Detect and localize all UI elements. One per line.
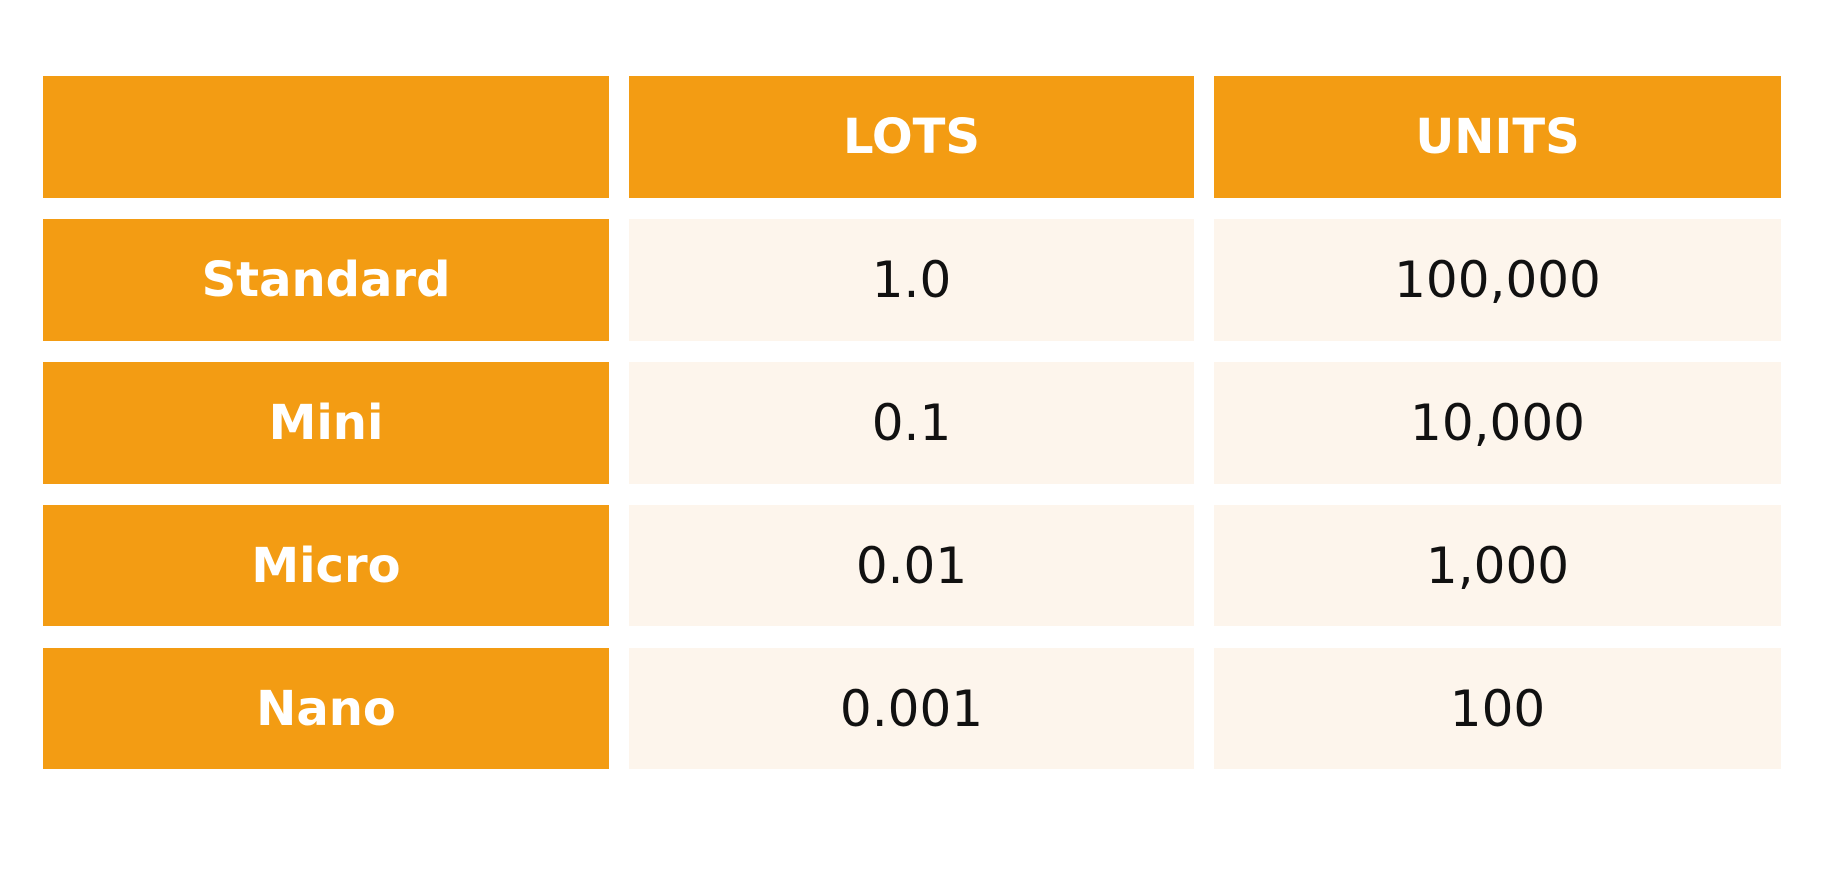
value-cell: 100,000 [1214,219,1781,341]
corner-cell [43,76,609,198]
row-header: Standard [43,219,609,341]
column-header: UNITS [1214,76,1781,198]
value-cell: 10,000 [1214,362,1781,484]
value-cell: 0.01 [629,505,1194,626]
row-header: Mini [43,362,609,484]
row-header: Nano [43,648,609,769]
column-header: LOTS [629,76,1194,198]
value-cell: 100 [1214,648,1781,769]
value-cell: 1.0 [629,219,1194,341]
value-cell: 0.1 [629,362,1194,484]
row-header: Micro [43,505,609,626]
value-cell: 0.001 [629,648,1194,769]
value-cell: 1,000 [1214,505,1781,626]
